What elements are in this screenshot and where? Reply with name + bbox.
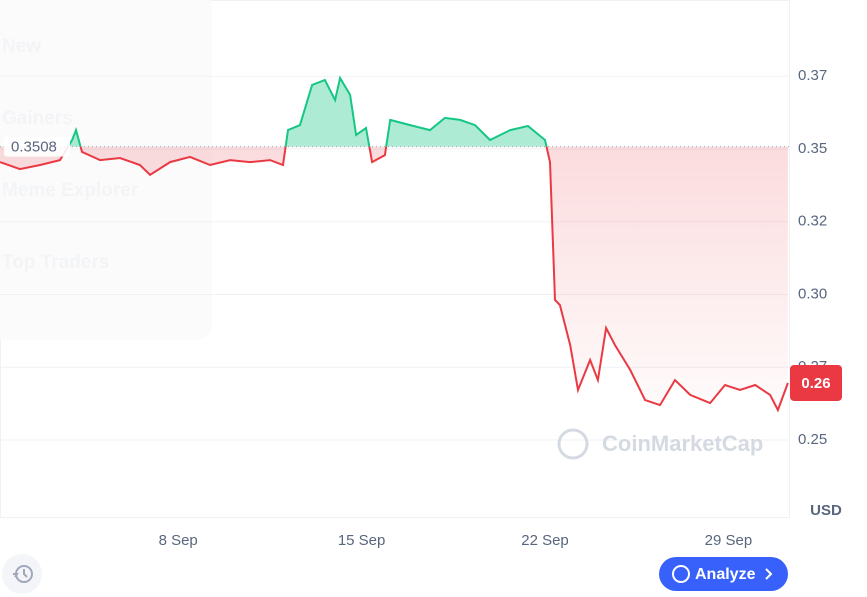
menu-item: Gainers <box>2 108 73 129</box>
menu-item: Top Traders <box>2 252 109 273</box>
current-price-label: 0.26 <box>801 375 830 392</box>
ghost-panel <box>0 0 212 340</box>
x-tick-label: 22 Sep <box>521 532 569 549</box>
x-tick-label: 8 Sep <box>159 532 198 549</box>
analyze-button[interactable]: Analyze <box>659 557 788 591</box>
y-tick-label: 0.32 <box>798 213 827 230</box>
y-tick-label: 0.37 <box>798 67 827 84</box>
history-icon <box>13 569 28 578</box>
ghost-menu: New Gainers Meme Explorer Top Traders <box>0 0 212 340</box>
y-tick-label: 0.30 <box>798 285 827 302</box>
price-line-down <box>0 146 789 413</box>
current-price-bg <box>790 364 842 401</box>
baseline-label: 0.3508 <box>11 139 57 156</box>
analyze-bg[interactable] <box>659 557 788 591</box>
marks <box>0 75 790 413</box>
watermark-text: CoinMarketCap <box>602 431 763 456</box>
x-tick-label: 29 Sep <box>705 532 753 549</box>
y-axis-label: USD <box>810 502 842 519</box>
analyze-label[interactable]: Analyze <box>695 566 756 583</box>
menu-item: New <box>2 36 41 57</box>
area-down <box>0 146 788 410</box>
x-tick-label: 15 Sep <box>338 532 386 549</box>
price-line-up <box>66 75 548 147</box>
watermark: CoinMarketCap <box>557 428 763 460</box>
history-bg[interactable] <box>2 554 42 594</box>
y-tick-label: 0.35 <box>798 140 827 157</box>
analyze-chevron <box>765 568 773 580</box>
watermark-logo <box>557 428 589 460</box>
analyze-icon <box>672 565 690 583</box>
y-tick-label: 0.25 <box>798 431 827 448</box>
history-button[interactable] <box>2 554 42 594</box>
baseline-label-bg <box>4 136 70 157</box>
menu-item: Meme Explorer <box>2 180 139 201</box>
